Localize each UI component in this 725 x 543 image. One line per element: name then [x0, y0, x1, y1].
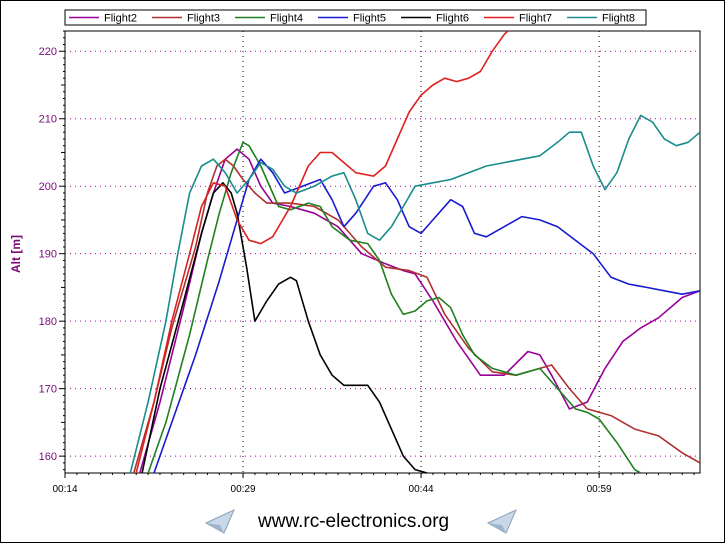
series-lines	[129, 31, 700, 473]
x-tick-label: 00:29	[231, 484, 256, 495]
legend-label: Flight7	[519, 13, 552, 25]
paper-plane-right-icon	[486, 508, 517, 534]
series-line-flight2	[139, 148, 700, 473]
y-tick-label: 160	[39, 451, 57, 463]
paper-plane-left-icon	[204, 508, 235, 534]
series-line-flight7	[135, 31, 509, 473]
altitude-chart: Flight2 Flight3 Flight4 Flight5 Flight6 Fligh…	[9, 9, 701, 495]
x-axis-ticks: 00:14 00:29 00:44 00:59	[52, 473, 695, 495]
series-line-flight3	[133, 158, 700, 473]
legend-label: Flight3	[187, 13, 220, 25]
y-tick-label: 180	[39, 316, 57, 328]
footer-bar: www.rc-electronics.org	[0, 503, 725, 539]
legend-label: Flight2	[104, 13, 137, 25]
y-tick-label: 220	[39, 46, 57, 58]
y-axis-ticks: 160 170 180 190 200 210 220	[39, 30, 65, 471]
y-tick-label: 190	[39, 249, 57, 261]
legend-label: Flight4	[270, 13, 303, 25]
x-tick-label: 00:14	[52, 484, 77, 495]
legend-label: Flight5	[353, 13, 386, 25]
site-url: www.rc-electronics.org	[258, 511, 450, 532]
plot-area	[64, 30, 701, 474]
legend-label: Flight8	[602, 13, 635, 25]
grid	[64, 31, 700, 473]
y-tick-label: 210	[39, 114, 57, 126]
series-line-flight8	[129, 114, 700, 473]
x-tick-label: 00:59	[587, 484, 612, 495]
legend-label: Flight6	[436, 13, 469, 25]
series-line-flight6	[141, 182, 428, 473]
legend-box	[64, 9, 647, 26]
y-axis-label: Alt [m]	[9, 235, 23, 273]
y-tick-label: 200	[39, 181, 57, 193]
x-tick-label: 00:44	[409, 484, 434, 495]
series-line-flight4	[147, 141, 642, 473]
legend: Flight2 Flight3 Flight4 Flight5 Flight6 Fligh…	[64, 9, 647, 26]
series-line-flight5	[153, 158, 700, 473]
y-tick-label: 170	[39, 384, 57, 396]
